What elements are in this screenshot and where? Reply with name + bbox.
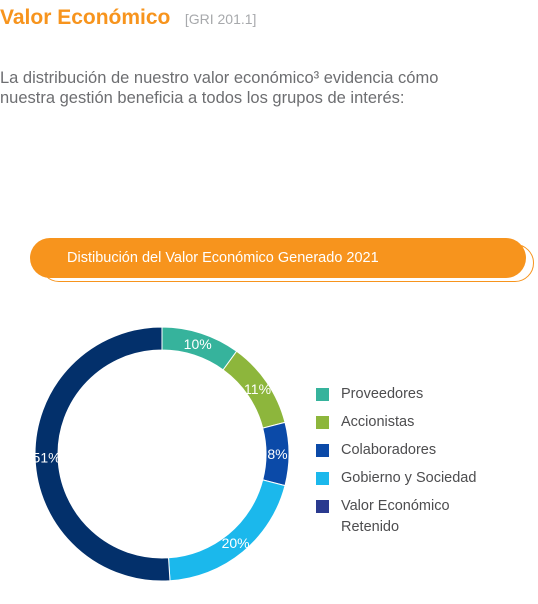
- legend-label: Accionistas: [341, 414, 415, 430]
- legend-item: Valor Económico Retenido: [316, 497, 531, 538]
- chart-legend: Proveedores Accionistas Colaboradores Gobie…: [316, 385, 531, 546]
- chart-title: Distibución del Valor Económico Generado…: [67, 250, 379, 266]
- donut-label-valor-económico-retenido: 51%: [33, 450, 61, 466]
- legend-label: Colaboradores: [341, 442, 437, 458]
- legend-swatch: [316, 500, 329, 513]
- intro-paragraph: La distribución de nuestro valor económi…: [0, 68, 520, 108]
- legend-swatch: [316, 388, 329, 401]
- legend-item: Accionistas: [316, 413, 531, 433]
- donut-label-gobierno-y-sociedad: 20%: [222, 535, 250, 551]
- legend-label: Proveedores: [341, 386, 424, 402]
- intro-line-2: nuestra gestión beneficia a todos los gr…: [0, 89, 405, 107]
- donut-slice-gobierno-y-sociedad: [167, 479, 286, 582]
- legend-swatch: [316, 444, 329, 457]
- gri-reference: [GRI 201.1]: [184, 11, 257, 27]
- donut-slice-valor-económico-retenido: [34, 326, 171, 582]
- page-title: Valor Económico: [0, 6, 171, 29]
- donut-label-proveedores: 10%: [184, 336, 212, 352]
- chart-title-banner: Distibución del Valor Económico Generado…: [30, 238, 536, 286]
- legend-swatch: [316, 472, 329, 485]
- legend-item: Colaboradores: [316, 441, 531, 461]
- legend-item: Gobierno y Sociedad: [316, 469, 531, 489]
- banner-pill: Distibución del Valor Económico Generado…: [30, 238, 526, 278]
- intro-line-1: La distribución de nuestro valor económi…: [0, 69, 439, 87]
- legend-item: Proveedores: [316, 385, 531, 405]
- donut-label-accionistas: 11%: [244, 381, 271, 397]
- legend-label: Gobierno y Sociedad: [341, 470, 477, 486]
- legend-label: Valor Económico Retenido: [341, 498, 450, 535]
- legend-swatch: [316, 416, 329, 429]
- donut-label-colaboradores: 8%: [267, 446, 287, 462]
- page-header: Valor Económico [GRI 201.1]: [0, 6, 256, 30]
